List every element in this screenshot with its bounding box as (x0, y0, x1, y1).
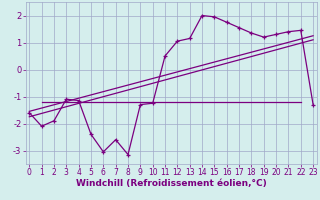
X-axis label: Windchill (Refroidissement éolien,°C): Windchill (Refroidissement éolien,°C) (76, 179, 267, 188)
